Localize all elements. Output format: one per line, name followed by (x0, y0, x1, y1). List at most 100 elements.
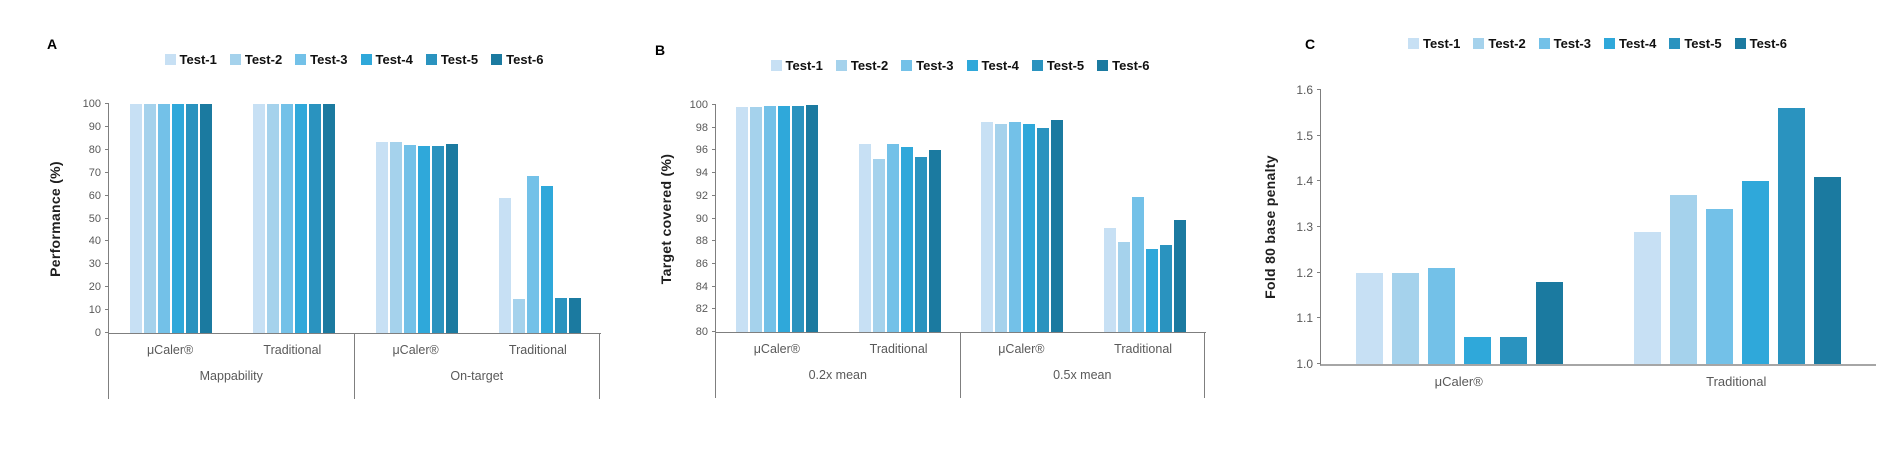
y-tick-label: 1.4 (1296, 174, 1313, 189)
legend-label: Test-6 (506, 52, 544, 67)
bar (1145, 249, 1158, 332)
y-tick-label: 70 (88, 166, 101, 179)
legend-swatch-icon (966, 60, 978, 71)
y-tick-label: 80 (88, 143, 101, 156)
y-tick-label: 1.5 (1296, 128, 1313, 143)
bar (1813, 176, 1841, 364)
y-axis-title: Fold 80 base penalty (1262, 155, 1278, 299)
x-section: μCaler® Traditional 0.2x mean (715, 332, 960, 398)
legend-label: Test-1 (1423, 36, 1461, 51)
chart-panel-c: C Test-1 Test-2 Test-3 Test-4 Test-5 Test-6 F… (1250, 0, 1896, 452)
bar (431, 146, 444, 333)
panel-letter: B (655, 42, 666, 58)
x-axis-labels: μCaler® Traditional Mappability μCaler® Trad… (108, 333, 600, 399)
bar (157, 104, 170, 333)
legend-label: Test-2 (244, 52, 283, 67)
legend-swatch-icon (295, 54, 307, 65)
plot-section (1321, 90, 1876, 364)
legend-swatch-icon (835, 60, 847, 71)
bar (1777, 108, 1805, 364)
bar (389, 142, 402, 333)
bar (886, 143, 899, 332)
y-tick-label: 94 (695, 167, 708, 180)
legend-label: Test-6 (1749, 36, 1787, 51)
bar-group (1356, 90, 1564, 364)
legend-swatch-icon (1734, 38, 1746, 49)
legend-label: Test-3 (1553, 36, 1591, 51)
y-axis-title: Performance (%) (47, 160, 63, 277)
category-label: Traditional (1114, 341, 1173, 356)
legend-swatch-icon (901, 60, 913, 71)
legend-label: Test-2 (1488, 36, 1526, 51)
x-section: μCaler® Traditional On-target (353, 333, 600, 399)
legend-label: Test-3 (310, 52, 348, 67)
section-label: Mappability (199, 369, 263, 383)
bar (1023, 124, 1036, 332)
bar (1536, 281, 1564, 364)
bar-group (252, 104, 335, 333)
bar (778, 106, 791, 332)
bar-group (736, 105, 819, 332)
legend-item: Test-2 (1473, 36, 1526, 51)
bar (1705, 208, 1733, 364)
y-tick-label: 30 (88, 258, 101, 271)
legend: Test-1 Test-2 Test-3 Test-4 Test-5 Test-6 (1320, 36, 1875, 51)
legend-swatch-icon (1473, 38, 1485, 49)
bar (792, 106, 805, 332)
bar (375, 142, 388, 333)
bar (445, 144, 458, 333)
legend-swatch-icon (229, 54, 241, 65)
legend-swatch-icon (425, 54, 437, 65)
legend-swatch-icon (1604, 38, 1615, 49)
legend-label: Test-5 (1684, 36, 1722, 51)
legend-swatch-icon (1097, 60, 1109, 71)
category-label: μCaler® (998, 341, 1045, 356)
legend-item: Test-5 (425, 52, 479, 67)
y-tick-label: 84 (695, 280, 708, 293)
legend-label: Test-1 (179, 52, 217, 67)
legend-label: Test-5 (440, 52, 479, 67)
bar (750, 107, 763, 332)
y-tick-label: 98 (695, 121, 708, 134)
bar (568, 297, 581, 333)
x-axis-labels: μCaler® Traditional 0.2x mean μCaler® Tradit… (715, 332, 1205, 398)
bar-group (1633, 90, 1841, 364)
bar (129, 104, 142, 333)
legend-swatch-icon (1538, 38, 1550, 49)
plot-area (716, 105, 1206, 332)
legend-label: Test-4 (375, 52, 413, 67)
x-section: μCaler® Traditional Mappability (108, 333, 354, 399)
bar (171, 104, 184, 333)
y-tick-label: 1.0 (1296, 357, 1313, 371)
legend-swatch-icon (1031, 60, 1043, 71)
legend-item: Test-2 (229, 52, 283, 67)
x-section: μCaler® Traditional 0.5x mean (959, 332, 1205, 398)
category-label: Traditional (869, 341, 928, 356)
plot-section (961, 105, 1206, 332)
bar (764, 106, 777, 332)
chart-panel-b: B Test-1 Test-2 Test-3 Test-4 Test-5 Test-6 T… (640, 0, 1245, 452)
legend-label: Test-3 (916, 58, 954, 73)
y-tick-label: 1.2 (1296, 265, 1313, 280)
plot-section (716, 105, 961, 332)
legend-swatch-icon (360, 54, 372, 65)
category-label: Traditional (1706, 374, 1767, 389)
bar-group (129, 104, 212, 333)
category-row: μCaler® Traditional (109, 333, 354, 366)
legend-swatch-icon (164, 54, 176, 65)
bar (403, 144, 416, 333)
section-label: 0.5x mean (1053, 368, 1112, 382)
legend-item: Test-4 (966, 58, 1019, 73)
y-axis-title: Target covered (%) (658, 153, 674, 284)
bar (1159, 244, 1172, 332)
panel-letter: C (1305, 36, 1316, 52)
y-tick-label: 96 (695, 144, 708, 157)
bar (526, 176, 539, 333)
y-tick-label: 90 (695, 212, 708, 225)
bar-group (858, 105, 941, 332)
bar-group (981, 105, 1064, 332)
y-tick-label: 40 (88, 235, 101, 248)
plot-area (1321, 90, 1876, 364)
bar (858, 143, 871, 332)
bar (1051, 119, 1064, 332)
